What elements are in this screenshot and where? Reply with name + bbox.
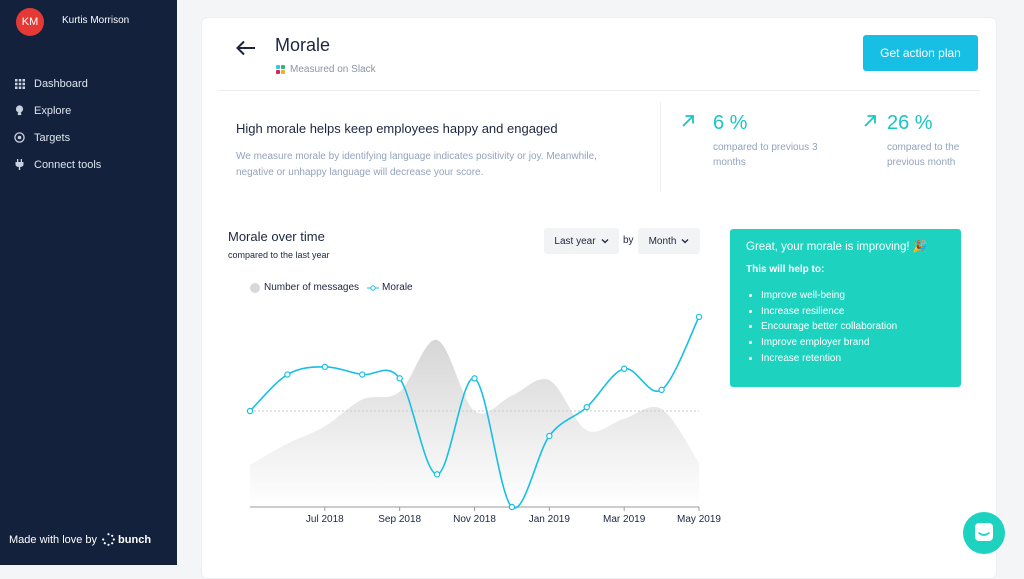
legend-swatch-messages: [250, 282, 260, 293]
period-select-value: Last year: [554, 235, 596, 247]
chevron-down-icon: [601, 239, 609, 244]
improvement-tip-card: Great, your morale is improving! 🎉 This …: [730, 229, 961, 387]
tip-item: Improve employer brand: [761, 335, 897, 351]
grid-icon: [14, 78, 25, 89]
user-name[interactable]: Kurtis Morrison: [62, 15, 130, 26]
trend-up-icon: [681, 114, 695, 133]
sidebar: KM Kurtis Morrison Dashboard Explore Tar…: [0, 0, 177, 565]
tip-item: Improve well-being: [761, 288, 897, 304]
trend-up-icon: [863, 114, 877, 133]
tip-list: Improve well-being Increase resilience E…: [746, 288, 897, 367]
granularity-select[interactable]: Month: [638, 228, 700, 254]
tip-heading: Great, your morale is improving! 🎉: [746, 241, 928, 253]
made-with-love-text: Made with love by: [9, 533, 98, 546]
period-select[interactable]: Last year: [544, 228, 619, 254]
sidebar-nav: Dashboard Explore Targets Connect tools: [14, 70, 101, 178]
bunch-brand-text: bunch: [118, 533, 152, 546]
sidebar-item-label: Targets: [34, 131, 71, 144]
stat-value-month: 26 %: [887, 112, 933, 134]
slack-icon: [275, 65, 285, 75]
plug-icon: [14, 159, 25, 170]
stat-value-3-months: 6 %: [713, 112, 748, 134]
divider: [218, 90, 980, 91]
intro-description: We measure morale by identifying languag…: [236, 151, 597, 178]
chart-legend: Number of messages Morale: [250, 282, 413, 293]
chart-subtitle: compared to the last year: [228, 250, 330, 260]
stat-label-month: compared to the previous month: [887, 142, 960, 168]
sidebar-item-label: Explore: [34, 104, 72, 117]
chevron-down-icon: [681, 239, 689, 244]
chat-launcher-button[interactable]: [963, 512, 1005, 554]
tip-item: Encourage better collaboration: [761, 319, 897, 335]
intro-heading: High morale helps keep employees happy a…: [236, 121, 558, 136]
bunch-logo-icon: [102, 533, 115, 546]
sidebar-item-dashboard[interactable]: Dashboard: [14, 70, 101, 97]
divider: [660, 102, 661, 192]
stat-label-3-months: compared to previous 3 months: [713, 142, 818, 168]
tip-item: Increase retention: [761, 351, 897, 367]
sidebar-item-connect-tools[interactable]: Connect tools: [14, 151, 101, 178]
sidebar-item-targets[interactable]: Targets: [14, 124, 101, 151]
lightbulb-icon: [14, 105, 25, 116]
target-icon: [14, 132, 25, 143]
legend-label-messages: Number of messages: [264, 282, 360, 293]
page-subtitle: Measured on Slack: [275, 64, 376, 75]
chat-icon: [975, 523, 993, 541]
granularity-select-value: Month: [648, 235, 677, 247]
made-with-love: Made with love by bunch: [9, 533, 151, 546]
back-arrow-icon[interactable]: [236, 36, 256, 62]
subtitle-text: Measured on Slack: [290, 64, 376, 75]
get-action-plan-button[interactable]: Get action plan: [863, 35, 978, 71]
page-title: Morale: [275, 35, 331, 55]
sidebar-item-label: Connect tools: [34, 158, 102, 171]
legend-label-morale: Morale: [382, 282, 413, 293]
by-label: by: [623, 235, 634, 246]
legend-swatch-morale: [367, 284, 380, 292]
avatar[interactable]: KM: [16, 8, 44, 36]
bunch-logo[interactable]: bunch: [102, 533, 151, 546]
sidebar-item-label: Dashboard: [34, 77, 88, 90]
sidebar-item-explore[interactable]: Explore: [14, 97, 101, 124]
chart-title: Morale over time: [228, 229, 325, 244]
tip-item: Increase resilience: [761, 304, 897, 320]
tip-subheading: This will help to:: [746, 264, 825, 275]
